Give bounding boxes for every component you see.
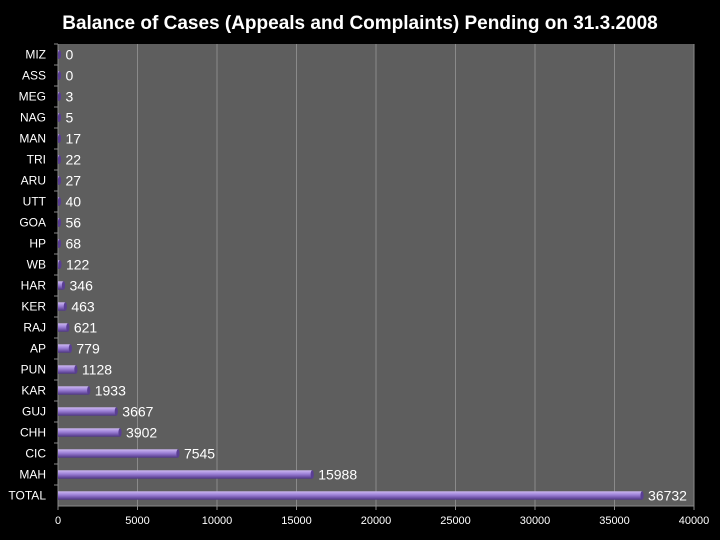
- category-label: GOA: [19, 216, 46, 230]
- bar-guj: [58, 407, 117, 416]
- x-tick-label: 25000: [440, 515, 471, 527]
- bar-pun: [58, 365, 76, 374]
- bar-end-cap-nag: [57, 113, 62, 122]
- value-label: 7545: [184, 446, 215, 462]
- category-label: MIZ: [25, 48, 46, 62]
- bar-end-cap-raj: [66, 323, 70, 332]
- x-tick-label: 30000: [520, 515, 551, 527]
- bar-total: [58, 491, 643, 500]
- bar-end-cap-meg: [57, 92, 62, 101]
- bar-har: [58, 281, 64, 290]
- value-label: 346: [70, 278, 94, 294]
- value-label: 0: [66, 47, 74, 63]
- bar-chh: [58, 428, 121, 437]
- chart-title: Balance of Cases (Appeals and Complaints…: [62, 13, 658, 34]
- category-label: TRI: [27, 153, 46, 167]
- x-tick-label: 5000: [125, 515, 149, 527]
- bar-end-cap-aru: [57, 176, 62, 185]
- value-label: 68: [66, 236, 82, 252]
- bar-end-cap-chh: [118, 428, 122, 437]
- category-label: MAH: [19, 468, 46, 482]
- category-label: PUN: [21, 363, 46, 377]
- x-tick-label: 0: [55, 515, 61, 527]
- category-label: CIC: [25, 447, 46, 461]
- bars: [57, 50, 644, 500]
- value-label: 1933: [95, 383, 126, 399]
- category-label: RAJ: [23, 321, 46, 335]
- value-labels: 0 0 3 5 17 22 27 40 56 68 122 346 463 621 779 1128 1933 3…: [66, 47, 688, 504]
- category-label: WB: [27, 258, 46, 272]
- value-label: 3902: [126, 425, 157, 441]
- value-label: 621: [74, 320, 98, 336]
- x-tick-label: 20000: [361, 515, 392, 527]
- category-label: UTT: [23, 195, 47, 209]
- bar-end-cap-goa: [57, 218, 62, 227]
- bar-end-cap-hp: [57, 239, 62, 248]
- bar-ker: [58, 302, 66, 311]
- category-label: NAG: [20, 111, 46, 125]
- category-label: HP: [29, 237, 46, 251]
- category-label: MEG: [19, 90, 46, 104]
- bar-end-cap-miz: [57, 50, 62, 59]
- x-tick-labels: 0 5000 10000 15000 20000 25000 30000 35000 40000: [55, 515, 709, 527]
- bar-kar: [58, 386, 89, 395]
- x-tick-label: 10000: [202, 515, 233, 527]
- bar-cic: [58, 449, 178, 458]
- value-label: 56: [66, 215, 82, 231]
- value-label: 22: [66, 152, 82, 168]
- value-label: 3667: [122, 404, 153, 420]
- bar-end-cap-pun: [74, 365, 78, 374]
- bar-end-cap-man: [57, 134, 62, 143]
- bar-end-cap-mah: [310, 470, 314, 479]
- value-label: 17: [66, 131, 82, 147]
- bar-mah: [58, 470, 313, 479]
- gridlines: [137, 44, 695, 506]
- category-label: HAR: [21, 279, 47, 293]
- value-label: 5: [66, 110, 74, 126]
- category-label: TOTAL: [8, 489, 46, 503]
- bar-end-cap-wb: [58, 260, 62, 269]
- bar-end-cap-har: [61, 281, 66, 290]
- value-label: 3: [66, 89, 74, 105]
- value-label: 1128: [82, 362, 112, 378]
- bar-ap: [58, 344, 71, 353]
- bar-end-cap-utt: [57, 197, 62, 206]
- bar-end-cap-tri: [57, 155, 62, 164]
- bar-raj: [58, 323, 68, 332]
- value-label: 40: [66, 194, 82, 210]
- category-label: KAR: [21, 384, 46, 398]
- value-label: 122: [66, 257, 90, 273]
- value-label: 15988: [318, 467, 357, 483]
- bar-end-cap-total: [640, 491, 644, 500]
- bar-end-cap-ass: [57, 71, 62, 80]
- category-label: AP: [30, 342, 46, 356]
- category-label: GUJ: [22, 405, 46, 419]
- category-label: ASS: [22, 69, 46, 83]
- category-label: KER: [21, 300, 46, 314]
- value-label: 27: [66, 173, 82, 189]
- value-label: 36732: [648, 488, 687, 504]
- bar-end-cap-ker: [63, 302, 67, 311]
- category-label: CHH: [20, 426, 46, 440]
- bar-end-cap-guj: [114, 407, 118, 416]
- category-label: ARU: [21, 174, 46, 188]
- category-label: MAN: [19, 132, 46, 146]
- bar-end-cap-kar: [87, 386, 91, 395]
- bar-end-cap-cic: [176, 449, 180, 458]
- x-tick-label: 35000: [599, 515, 630, 527]
- value-label: 463: [71, 299, 95, 315]
- value-label: 779: [76, 341, 100, 357]
- category-labels: MIZ ASS MEG NAG MAN TRI ARU UTT GOA HP WB HAR KER RAJ…: [8, 48, 46, 503]
- value-label: 0: [66, 68, 74, 84]
- x-tick-label: 40000: [679, 515, 710, 527]
- x-tick-label: 15000: [281, 515, 312, 527]
- bar-end-cap-ap: [68, 344, 72, 353]
